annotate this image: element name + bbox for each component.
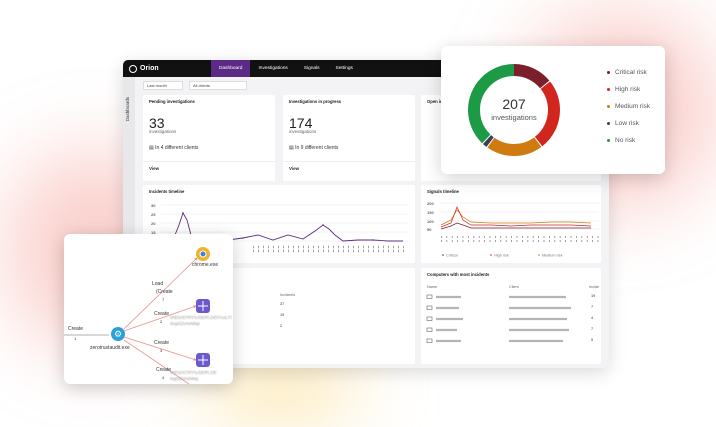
risk-donut-panel: 207 investigations Critical risk High ri…	[441, 46, 665, 174]
card-title: Computers with most incidents	[427, 272, 490, 277]
signals-line-chart: 200 150 100 50 Critical High risk Medium…	[427, 201, 599, 258]
computers-table-card: Computers with most incidents Name Clien…	[421, 268, 601, 364]
pending-clients: ▤ In 4 different clients	[149, 145, 199, 151]
progress-investigations-card: Investigations in progress 174 investiga…	[283, 95, 415, 181]
pending-count: 33	[149, 115, 165, 131]
edge-count: 7	[162, 297, 165, 302]
edge-count: 2	[160, 319, 163, 324]
pending-investigations-card: Pending investigations 33 investigations…	[143, 95, 275, 181]
donut-legend: Critical risk High risk Medium risk Low …	[607, 64, 650, 149]
filter-bar: Last month All clients	[143, 81, 247, 90]
legend-critical: Critical	[446, 254, 458, 258]
orion-logo-icon	[129, 64, 137, 73]
computers-rows	[426, 294, 571, 343]
period-select[interactable]: Last month	[143, 81, 183, 90]
incident-count: 7	[591, 327, 594, 331]
column-client: Client	[509, 285, 519, 289]
incident-count: 4	[591, 316, 594, 320]
incident-count: 19	[591, 294, 596, 298]
edge-label: Create	[154, 340, 170, 346]
incident-count: 5	[591, 338, 594, 342]
divider	[283, 161, 415, 162]
incident-count: 7	[591, 305, 594, 309]
building-icon: ▤	[149, 145, 156, 151]
process-name: zerotrustaudit.exe	[90, 345, 130, 351]
edge-label: Create	[68, 326, 84, 332]
clients-select[interactable]: All clients	[189, 81, 247, 90]
card-title: Pending investigations	[149, 99, 195, 104]
edge-count: 4	[162, 375, 165, 380]
tab-settings[interactable]: Settings	[335, 66, 353, 71]
incident-count: 37	[280, 302, 285, 306]
none-dot-icon	[607, 139, 610, 142]
low-dot-icon	[607, 122, 610, 125]
medium-dot-icon	[607, 105, 610, 108]
critical-dot-icon	[607, 71, 610, 74]
pending-unit: investigations	[149, 129, 177, 134]
signals-timeline-card: Signals timeline 200 150 100 50	[421, 185, 601, 263]
legend-item-critical[interactable]: Critical risk	[607, 64, 650, 81]
column-incidents: Incide	[589, 285, 600, 289]
card-title: Incidents timeline	[149, 189, 185, 194]
sidebar-label[interactable]: Dashboards	[125, 97, 130, 122]
edge-label: Create	[154, 311, 170, 317]
incidents-timeline-card: Incidents timeline 30 25 20 15 10	[143, 185, 415, 263]
donut-slice-high	[468, 64, 560, 156]
progress-unit: investigations	[289, 129, 317, 134]
risk-donut-chart: 207 investigations	[468, 64, 560, 156]
donut-slice-medium	[468, 64, 560, 156]
high-dot-icon	[607, 88, 610, 91]
progress-clients: ▤ In 9 different clients	[289, 145, 339, 151]
app-logo[interactable]: Orion	[123, 64, 211, 73]
y-tick: 20	[151, 221, 156, 226]
progress-view-link[interactable]: View	[289, 166, 300, 171]
edge-label: (Create	[156, 289, 173, 295]
incident-count: 2	[280, 324, 283, 328]
legend-medium: Medium risk	[542, 254, 563, 258]
incident-count: 19	[280, 313, 285, 317]
process-graph-panel: ⚙ Create 1 zerotrustaudit.exe Load (Crea…	[64, 234, 233, 384]
edge-count: 3	[160, 348, 163, 353]
building-icon: ▤	[289, 145, 296, 151]
legend-high: High risk	[494, 254, 509, 258]
progress-count: 174	[289, 115, 313, 131]
process-graph: ⚙	[64, 247, 210, 384]
edge-label: Create	[156, 367, 172, 373]
tab-signals[interactable]: Signals	[303, 66, 320, 71]
tab-investigations[interactable]: Investigations	[258, 66, 288, 71]
y-tick: 15	[151, 230, 156, 235]
app-logo-text: Orion	[140, 65, 159, 72]
pending-view-link[interactable]: View	[149, 166, 160, 171]
y-tick: 30	[151, 203, 156, 208]
registry-path: ings\ZoneMap	[170, 376, 199, 381]
edge-count: 1	[74, 336, 77, 341]
tab-dashboard[interactable]: Dashboard	[211, 60, 251, 77]
y-tick: 150	[427, 210, 434, 215]
y-tick: 25	[151, 212, 156, 217]
card-title: Open inve	[427, 99, 448, 104]
legend-item-high[interactable]: High risk	[607, 81, 650, 98]
card-title: Investigations in progress	[289, 99, 342, 104]
process-gear-icon[interactable]	[111, 327, 125, 341]
edge-label: Load	[152, 281, 164, 287]
legend-item-low[interactable]: Low risk	[607, 115, 650, 132]
y-tick: 100	[427, 219, 434, 224]
chrome-label: chrome.exe	[192, 262, 219, 268]
divider	[143, 161, 275, 162]
legend-item-medium[interactable]: Medium risk	[607, 98, 650, 115]
column-name: Name	[427, 285, 438, 289]
donut-slice-none	[468, 64, 560, 156]
card-title: Signals timeline	[427, 189, 459, 194]
donut-total: 207	[502, 96, 526, 112]
incidents-column-header: Incidents	[280, 293, 296, 297]
donut-label: investigations	[491, 113, 537, 122]
y-tick: 200	[427, 201, 434, 206]
registry-path: \REGISTRY\USER\.DE	[170, 370, 217, 375]
gear-glyph: ⚙	[114, 330, 122, 340]
registry-path: tings\ZoneMap	[170, 321, 200, 326]
legend-item-none[interactable]: No risk	[607, 132, 650, 149]
registry-path: \REGISTRY\USER\.DEFAULT\	[170, 315, 232, 320]
y-tick: 50	[427, 227, 432, 232]
